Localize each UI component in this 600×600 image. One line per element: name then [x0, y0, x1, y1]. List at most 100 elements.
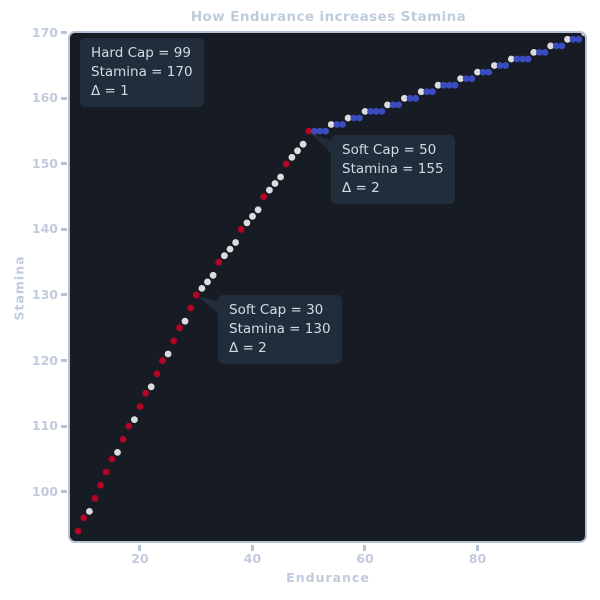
- data-point: [496, 62, 504, 69]
- annotation-line: Hard Cap = 99: [91, 45, 191, 61]
- data-point: [136, 403, 144, 410]
- data-point: [226, 245, 234, 253]
- data-point: [170, 337, 178, 345]
- y-tick: [61, 31, 67, 35]
- data-point: [209, 271, 217, 279]
- data-point: [91, 494, 99, 502]
- data-point: [254, 206, 262, 214]
- data-point: [305, 127, 313, 135]
- x-tick-label: 80: [468, 551, 487, 566]
- annotation-line: Soft Cap = 30: [229, 302, 324, 318]
- data-point: [356, 114, 363, 122]
- annotation-soft-cap-30: Soft Cap = 30 Stamina = 130 Δ = 2: [218, 295, 342, 364]
- data-point: [164, 350, 172, 358]
- data-point: [384, 101, 391, 109]
- data-point: [288, 153, 296, 161]
- data-point: [187, 304, 194, 312]
- y-tick-label: 110: [31, 418, 58, 434]
- x-tick-label: 60: [356, 551, 374, 566]
- data-point: [401, 94, 408, 102]
- chart-title: How Endurance increases Stamina: [190, 9, 467, 25]
- data-point: [192, 291, 200, 299]
- data-point: [237, 226, 245, 233]
- data-point: [462, 75, 470, 82]
- annotation-line: Δ = 2: [342, 180, 380, 196]
- x-tick-label: 40: [243, 551, 262, 566]
- data-point: [440, 81, 448, 89]
- data-point: [147, 383, 155, 391]
- y-tick: [61, 96, 67, 100]
- annotation-line: Stamina = 155: [342, 161, 444, 177]
- data-point: [282, 160, 290, 168]
- data-point: [446, 81, 453, 89]
- data-point: [181, 317, 189, 325]
- y-tick: [61, 359, 67, 363]
- data-point: [389, 101, 397, 109]
- data-point: [86, 508, 93, 515]
- data-point: [507, 55, 515, 63]
- annotation-line: Δ = 1: [91, 83, 129, 99]
- data-point: [412, 94, 419, 102]
- data-point: [260, 193, 268, 201]
- data-point: [142, 389, 149, 397]
- data-point: [176, 324, 183, 332]
- data-point: [221, 252, 228, 260]
- y-tick-label: 160: [31, 90, 58, 106]
- data-point: [474, 68, 481, 76]
- x-axis-label: Endurance: [286, 570, 370, 585]
- y-tick: [61, 227, 67, 231]
- data-point: [530, 49, 538, 56]
- scatter-plot: [74, 33, 585, 535]
- data-point: [294, 147, 301, 155]
- data-point: [502, 62, 509, 69]
- data-point: [198, 285, 206, 292]
- data-point: [552, 42, 560, 50]
- data-point: [80, 514, 88, 522]
- y-tick: [61, 293, 67, 297]
- data-point: [564, 35, 571, 43]
- data-point: [350, 114, 358, 122]
- data-point: [243, 219, 251, 227]
- data-point: [327, 121, 335, 128]
- data-point: [311, 127, 318, 135]
- y-tick: [61, 424, 67, 428]
- data-point: [102, 468, 110, 476]
- plot-area: [68, 31, 587, 543]
- data-point: [541, 49, 549, 56]
- data-point: [153, 370, 161, 378]
- y-tick-label: 150: [31, 155, 58, 171]
- x-tick: [138, 545, 142, 551]
- annotation-hard-cap: Hard Cap = 99 Stamina = 170 Δ = 1: [80, 38, 204, 107]
- data-point: [558, 42, 566, 50]
- y-tick: [61, 490, 67, 494]
- y-tick-label: 140: [31, 221, 58, 237]
- data-point: [468, 75, 476, 82]
- data-point: [159, 357, 166, 364]
- data-point: [485, 68, 493, 76]
- data-point: [74, 527, 82, 535]
- x-tick: [475, 545, 479, 551]
- data-point: [299, 140, 307, 148]
- data-point: [451, 81, 459, 89]
- annotation-line: Soft Cap = 50: [342, 142, 437, 158]
- data-point: [232, 239, 240, 246]
- x-tick-label: 20: [131, 551, 149, 566]
- data-point: [457, 75, 464, 82]
- data-point: [569, 35, 577, 43]
- annotation-leader: [197, 295, 218, 313]
- y-tick-label: 100: [31, 483, 58, 499]
- data-point: [536, 49, 543, 56]
- data-point: [524, 55, 532, 63]
- y-axis-label: Stamina: [11, 255, 27, 321]
- data-point: [513, 55, 521, 63]
- data-point: [108, 455, 116, 463]
- data-point: [491, 62, 498, 69]
- annotation-line: Δ = 2: [229, 340, 267, 356]
- data-point: [322, 127, 329, 135]
- data-point: [372, 108, 380, 115]
- data-point: [479, 68, 487, 76]
- data-point: [125, 422, 133, 430]
- annotation-line: Stamina = 170: [91, 64, 193, 80]
- annotation-line: Stamina = 130: [229, 321, 331, 337]
